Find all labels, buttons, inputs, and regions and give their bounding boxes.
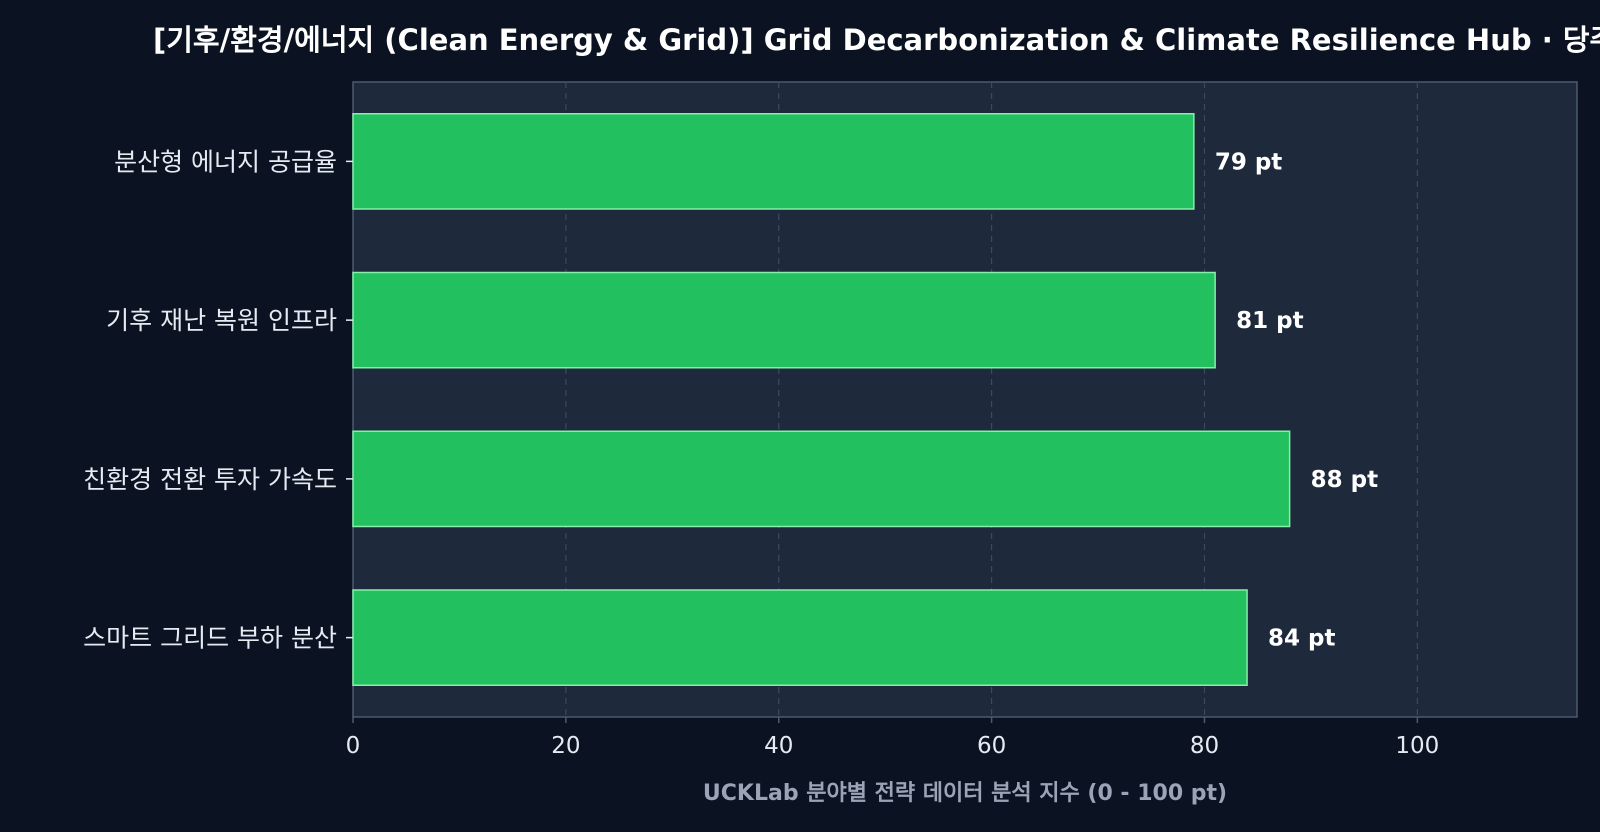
category-label: 스마트 그리드 부하 분산 xyxy=(83,624,337,653)
chart-title: [기후/환경/에너지 (Clean Energy & Grid)] Grid D… xyxy=(153,23,1600,57)
bar xyxy=(352,430,1291,528)
bars xyxy=(352,113,1291,686)
category-label: 친환경 전환 투자 가속도 xyxy=(83,465,337,494)
value-label: 84 pt xyxy=(1268,626,1335,652)
x-tick-label: 100 xyxy=(1395,733,1439,759)
value-label: 79 pt xyxy=(1215,149,1282,175)
x-tick-label: 0 xyxy=(346,733,361,759)
x-axis-ticks: 0 20 40 60 80 100 xyxy=(346,717,1439,759)
value-labels: 79 pt 81 pt 88 pt 84 pt xyxy=(1215,149,1378,651)
category-label: 분산형 에너지 공급율 xyxy=(114,147,337,176)
bar xyxy=(352,589,1248,686)
x-tick-label: 60 xyxy=(977,733,1006,759)
value-label: 81 pt xyxy=(1236,308,1303,334)
bar xyxy=(352,271,1216,369)
x-tick-label: 40 xyxy=(764,733,793,759)
category-label: 기후 재난 복원 인프라 xyxy=(106,306,337,335)
x-tick-label: 80 xyxy=(1190,733,1219,759)
bar xyxy=(352,113,1195,210)
x-tick-label: 20 xyxy=(551,733,580,759)
value-label: 88 pt xyxy=(1311,467,1378,493)
x-axis-label: UCKLab 분야별 전략 데이터 분석 지수 (0 - 100 pt) xyxy=(703,781,1227,806)
